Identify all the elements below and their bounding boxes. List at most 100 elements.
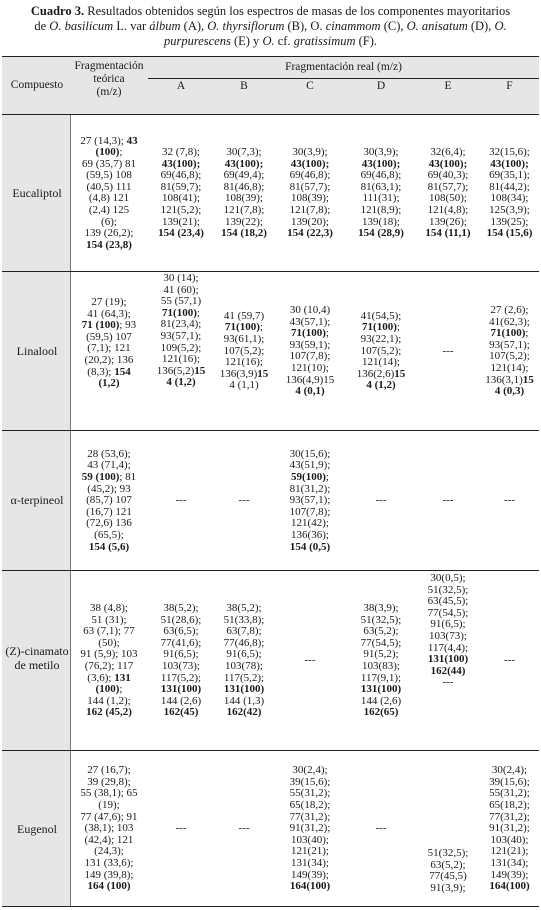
species-name: álbum: [149, 19, 181, 33]
fragment-value: 139 (26,2);: [84, 227, 134, 240]
fragmentation-cell-d: 41(54,5); 71(100); 93(22,1); 107(5,2); 121(1…: [346, 309, 416, 392]
fragment-value: 136(3,1)15: [485, 373, 534, 386]
caption-text: Resultados obtenidos según los espectros…: [84, 4, 511, 18]
fragment-value: (2,4) 125: [88, 204, 130, 217]
fragment-value: 71(100);: [490, 327, 529, 340]
fragment-value: 38(3,9);: [363, 602, 399, 614]
species-name: gratissimum: [293, 34, 356, 48]
fragment-value: 43(51,9);: [289, 459, 331, 472]
column-divider: [70, 115, 71, 907]
fragment-value: (24,3);: [94, 845, 124, 858]
fragment-value: 91 (5,9); 103: [80, 648, 138, 661]
fragment-value: 121(16);: [162, 353, 200, 366]
real-span-rule: [148, 78, 539, 79]
fragment-value: ---: [442, 344, 454, 357]
fragment-value: 144 (2,6): [360, 694, 402, 707]
fragmentation-cell-f: 27 (2,6); 41(62,3); 71(100); 93(57,1); 107(5…: [480, 304, 539, 398]
fragment-value: 41(54,5);: [360, 309, 402, 322]
fragment-value: 121(21);: [490, 845, 529, 858]
fragment-value: 131(34);: [291, 856, 329, 869]
fragment-value: 41 (59,7): [223, 309, 265, 322]
fragment-value: 43(57,1);: [289, 315, 331, 328]
header-teorica-line: (m/z): [96, 86, 122, 98]
fragmentation-cell-b: 38(5,2); 51(33,8); 63(7,8); 77(46,8); 91(6,5…: [214, 602, 274, 719]
header-col-b: B: [240, 80, 248, 92]
fragment-value: 93(61,1);: [223, 333, 265, 346]
fragment-value: 117(5,2);: [223, 671, 265, 684]
fragment-value: (100);: [95, 683, 123, 696]
fragment-value: 63(45,5);: [427, 595, 469, 608]
fragment-value: (76,2); 117: [84, 659, 134, 672]
fragment-value: 71(100);: [225, 321, 263, 334]
fragment-value: 39 (29,8);: [87, 775, 131, 788]
fragment-value: 93(57,1);: [289, 494, 331, 507]
fragment-value: 131(34);: [490, 856, 529, 869]
theoretical-fragmentation-cell: 28 (53,6); 43 (71,4); 59 (100); 81 (45,2); …: [70, 448, 148, 553]
fragment-value: 162(44): [430, 664, 466, 677]
header-col-e: E: [444, 80, 452, 92]
fragment-value: 81(63,1);: [360, 180, 402, 193]
fragment-value: 43(100);: [361, 157, 401, 170]
fragment-value: 77 (47,6); 91: [80, 810, 138, 823]
fragment-value: 154 (5,6): [88, 540, 130, 553]
fragment-value: 41 (64,3);: [87, 307, 131, 320]
fragment-value: 43(100);: [161, 157, 201, 170]
fragmentation-cell-d: 38(3,9); 51(32,5); 63(5,2); 77(54,5); 91(5,2…: [346, 602, 416, 719]
fragment-value: 4 (1,2): [366, 379, 396, 392]
fragment-value: 121(16);: [225, 356, 263, 369]
row-band: [2, 571, 70, 750]
species-name: purpurescens: [163, 34, 231, 48]
fragmentation-cell-f: ---: [480, 655, 539, 667]
fragment-value: 43(100);: [490, 157, 529, 170]
fragment-value: 154 (23,8): [86, 238, 132, 251]
row-band: [2, 431, 70, 570]
fragment-value: 108(39);: [225, 192, 263, 205]
fragment-value: 30(7,3);: [226, 146, 262, 159]
theoretical-fragmentation-cell: 27 (14,3); 43 (100); 69 (35,7) 81 (59,5) 10…: [70, 135, 148, 252]
fragment-value: 41(62,3);: [489, 315, 530, 328]
caption-label: Cuadro 3.: [30, 4, 85, 18]
fragment-value: (42,4); 121: [84, 833, 134, 846]
fragment-value: 149(39);: [291, 868, 329, 881]
fragment-value: (45,2); 93: [87, 482, 131, 495]
fragment-value: 81(59,7);: [160, 180, 202, 193]
fragmentation-cell-b: ---: [214, 495, 274, 507]
fragment-value: (59,5) 107: [86, 330, 132, 343]
fragment-value: 107(5,2);: [489, 350, 530, 363]
fragment-value: 144 (1,3): [223, 694, 265, 707]
fragment-value: 121(10);: [291, 362, 329, 375]
fragment-value: 93(57,1);: [160, 329, 202, 342]
fragment-value: 139(18);: [362, 215, 400, 228]
fragment-value: 30(3,9);: [292, 146, 328, 159]
fragment-value: 131(100): [360, 683, 402, 696]
fragment-value: 63 (7,1); 77: [83, 625, 135, 638]
fragment-value: 51(32,5);: [427, 583, 469, 596]
fragmentation-cell-b: 41 (59,7) 71(100); 93(61,1); 107(5,2); 121(1…: [214, 309, 274, 392]
fragment-value: 131(100): [160, 683, 202, 696]
compound-name: Eugenol: [17, 822, 57, 836]
fragment-value: (50);: [98, 636, 120, 649]
row-band: [2, 115, 70, 271]
fragment-value: 139(21);: [162, 215, 200, 228]
fragment-value: 63(5,2);: [363, 625, 399, 638]
fragment-value: (16,7) 121: [86, 505, 132, 518]
fragment-value: 107(7,8);: [289, 505, 331, 518]
caption-text: (A),: [180, 19, 208, 33]
fragment-value: 30(0,5);: [430, 572, 466, 584]
fragment-value: 69 (35,7) 81: [81, 157, 137, 170]
fragment-value: 154 (11,1): [425, 227, 471, 240]
fragment-value: 91(6,5);: [163, 648, 199, 661]
fragmentation-cell-c: 30(15,6); 43(51,9); 59(100); 81(31,2); 93(57…: [274, 448, 346, 553]
fragment-value: 51(32,5);: [360, 613, 402, 626]
fragment-value: 121(42);: [291, 517, 329, 530]
fragment-value: 103(78);: [225, 659, 263, 672]
fragment-value: 103(73);: [162, 659, 200, 672]
header-col-f: F: [506, 80, 513, 92]
fragmentation-cell-e: 32(6,4); 43(100); 69(40,3); 81(57,7); 108(50…: [416, 146, 480, 240]
fragmentation-cell-a: 30 (14); 41 (60); 55 (57,1) 71(100); 81(23,4…: [148, 272, 214, 389]
fragment-value: 77(31,2);: [489, 810, 530, 823]
fragment-value: 38 (4,8);: [90, 602, 128, 614]
fragment-value: (1,2): [98, 377, 120, 390]
fragment-value: 77(54,5);: [360, 636, 402, 649]
fragment-value: ---: [175, 494, 187, 507]
